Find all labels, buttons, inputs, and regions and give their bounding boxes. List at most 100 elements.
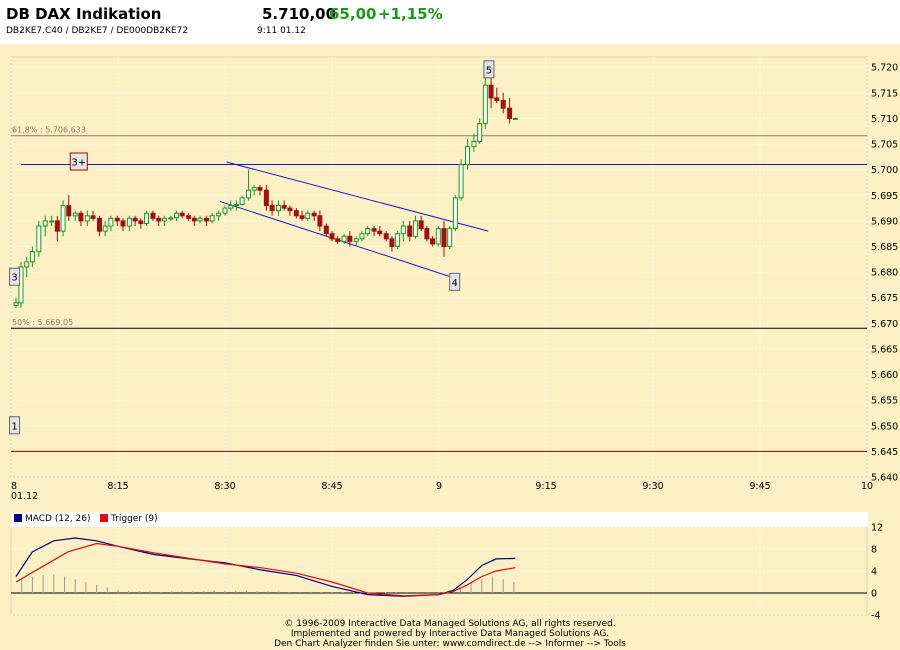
candle-body-78 xyxy=(477,123,483,143)
y-tick-label-5680: 5.680 xyxy=(871,268,898,279)
candle-body-74 xyxy=(452,197,458,230)
x-tick-label-9-15: 9:15 xyxy=(535,481,556,492)
marker-label-marker-4: 4 xyxy=(452,278,458,289)
candle-body-69 xyxy=(424,228,430,240)
footer-powered: Implemented and powered by Interactive D… xyxy=(290,629,610,639)
candle-body-55 xyxy=(341,235,347,242)
candle-body-66 xyxy=(407,225,413,237)
footer-link-text: Den Chart Analyzer finden Sie unter: www… xyxy=(274,639,626,649)
candle-body-40 xyxy=(251,187,257,191)
x-tick-label-8-30: 8:30 xyxy=(214,481,235,492)
candle-body-54 xyxy=(335,238,341,242)
candle-body-75 xyxy=(458,164,464,199)
candle-body-51 xyxy=(317,215,323,227)
candle-body-6 xyxy=(49,220,55,223)
y-tick-label-5655: 5.655 xyxy=(871,396,898,407)
candle-body-84 xyxy=(512,117,518,120)
candle-body-64 xyxy=(395,233,401,248)
candle-body-46 xyxy=(287,207,293,212)
candle-body-61 xyxy=(377,230,383,235)
candle-body-73 xyxy=(447,228,453,248)
candle-body-70 xyxy=(430,238,436,245)
y-tick-label-5720: 5.720 xyxy=(871,63,898,74)
y-tick-label-5705: 5.705 xyxy=(871,140,898,151)
candle-body-79 xyxy=(482,84,488,125)
candle-body-25 xyxy=(161,217,167,222)
candle-body-60 xyxy=(371,228,377,232)
x-tick-label-8: 8 xyxy=(11,481,17,492)
candle-body-80 xyxy=(488,84,494,99)
hline-label-fib-50: 50% : 5.669,05 xyxy=(12,318,73,327)
candle-body-83 xyxy=(507,107,513,119)
candle-body-30 xyxy=(191,217,197,222)
marker-box-marker-5 xyxy=(483,60,495,79)
instrument-ids: DB2KE7.C40 / DB2KE7 / DE000DB2KE72 xyxy=(6,26,189,36)
y-tick-label-5660: 5.660 xyxy=(871,370,898,381)
header-bar: DB DAX Indikation 5.710,00 65,00 +1,15% … xyxy=(0,0,900,44)
candle-body-18 xyxy=(120,220,126,227)
candle-body-82 xyxy=(500,100,506,109)
candle-body-14 xyxy=(96,217,102,232)
candle-body-48 xyxy=(299,215,305,219)
candle-body-3 xyxy=(29,251,35,263)
candle-body-20 xyxy=(132,217,138,222)
candle-body-65 xyxy=(400,225,406,235)
candle-body-28 xyxy=(179,212,185,217)
marker-box-marker-3 xyxy=(9,267,21,286)
candle-body-36 xyxy=(228,205,234,209)
x-tick-label-9-30: 9:30 xyxy=(642,481,663,492)
candle-body-38 xyxy=(239,197,245,206)
marker-box-marker-3-plus xyxy=(69,152,88,171)
candle-body-57 xyxy=(353,238,359,242)
trendline-channel-upper xyxy=(226,161,489,232)
candle-body-58 xyxy=(359,233,365,240)
candle-body-34 xyxy=(216,212,222,217)
candle-body-19 xyxy=(126,217,132,227)
macd-y-tick-label-0: 0 xyxy=(871,589,877,600)
y-tick-label-5695: 5.695 xyxy=(871,191,898,202)
macd-legend: MACD (12, 26) Trigger (9) xyxy=(11,512,868,527)
x-tick-label-9: 9 xyxy=(436,481,442,492)
candle-body-77 xyxy=(471,141,477,148)
candle-body-9 xyxy=(66,205,72,217)
candle-body-27 xyxy=(173,212,179,219)
candle-body-33 xyxy=(209,215,215,222)
candle-body-4 xyxy=(36,225,42,253)
candle-body-68 xyxy=(418,220,424,230)
y-tick-label-5670: 5.670 xyxy=(871,319,898,330)
legend-trigger-label: Trigger (9) xyxy=(111,514,158,524)
legend-trigger: Trigger (9) xyxy=(100,514,158,524)
candle-body-0 xyxy=(13,302,19,306)
macd-y-tick-label-12: 12 xyxy=(871,523,883,534)
footer-copyright: © 1996-2009 Interactive Data Managed Sol… xyxy=(284,619,616,629)
y-tick-label-5665: 5.665 xyxy=(871,344,898,355)
candle-body-39 xyxy=(246,189,252,199)
marker-label-marker-3: 3 xyxy=(11,273,17,284)
candle-body-63 xyxy=(389,238,395,248)
candle-body-53 xyxy=(329,233,335,240)
candle-body-15 xyxy=(102,225,108,232)
x-tick-label-10: 10 xyxy=(861,481,873,492)
candle-body-81 xyxy=(494,97,500,102)
candle-body-42 xyxy=(263,189,269,207)
y-tick-label-5650: 5.650 xyxy=(871,421,898,432)
candle-body-43 xyxy=(269,205,275,212)
candle-body-22 xyxy=(144,212,150,224)
macd-series-trigger xyxy=(15,542,516,597)
candle-body-5 xyxy=(42,220,48,227)
legend-trigger-swatch xyxy=(100,514,108,522)
y-tick-label-5640: 5.640 xyxy=(871,473,898,484)
candle-body-50 xyxy=(311,212,317,217)
y-tick-label-5645: 5.645 xyxy=(871,447,898,458)
candle-body-31 xyxy=(197,217,203,222)
candle-body-52 xyxy=(323,225,329,235)
candle-body-11 xyxy=(78,212,84,222)
candle-body-29 xyxy=(186,215,192,219)
macd-series-macd xyxy=(15,537,516,597)
y-tick-label-5710: 5.710 xyxy=(871,114,898,125)
candle-body-67 xyxy=(412,220,418,237)
candle-body-76 xyxy=(465,146,471,166)
candle-body-13 xyxy=(90,215,96,219)
y-tick-label-5715: 5.715 xyxy=(871,88,898,99)
